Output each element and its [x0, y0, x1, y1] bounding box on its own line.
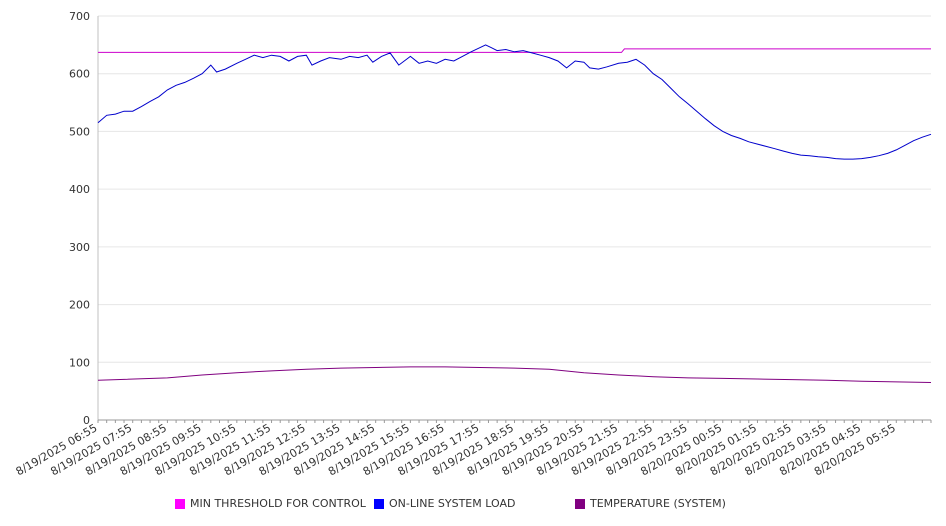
legend-label-min-threshold: MIN THRESHOLD FOR CONTROL — [190, 497, 366, 510]
legend-swatch-min-threshold — [175, 498, 185, 509]
y-tick-label-600: 600 — [69, 68, 90, 81]
chart-legend: MIN THRESHOLD FOR CONTROL ON-LINE SYSTEM… — [0, 497, 946, 515]
y-tick-label-500: 500 — [69, 125, 90, 138]
y-tick-label-200: 200 — [69, 299, 90, 312]
y-tick-label-100: 100 — [69, 356, 90, 369]
gridlines — [98, 15, 931, 363]
legend-swatch-system-load — [374, 498, 384, 509]
legend-item-min-threshold[interactable]: MIN THRESHOLD FOR CONTROL — [175, 497, 366, 510]
legend-item-temperature[interactable]: TEMPERATURE (SYSTEM) — [575, 497, 726, 510]
series-line-0 — [98, 48, 931, 53]
y-tick-label-300: 300 — [69, 241, 90, 254]
axes — [97, 16, 932, 423]
legend-label-temperature: TEMPERATURE (SYSTEM) — [590, 497, 726, 510]
y-tick-label-400: 400 — [69, 183, 90, 196]
x-axis-tick-labels: 8/19/2025 06:558/19/2025 07:558/19/2025 … — [14, 421, 898, 478]
legend-swatch-temperature — [575, 498, 585, 509]
series-line-2 — [97, 366, 932, 383]
y-tick-label-0: 0 — [83, 414, 90, 427]
series-line-1 — [97, 44, 932, 160]
y-tick-label-700: 700 — [69, 10, 90, 23]
legend-item-system-load[interactable]: ON-LINE SYSTEM LOAD — [374, 497, 515, 510]
y-axis-tick-labels: 0 100 200 300 400 500 600 700 — [69, 10, 90, 427]
series-lines — [97, 44, 932, 383]
legend-label-system-load: ON-LINE SYSTEM LOAD — [389, 497, 516, 510]
